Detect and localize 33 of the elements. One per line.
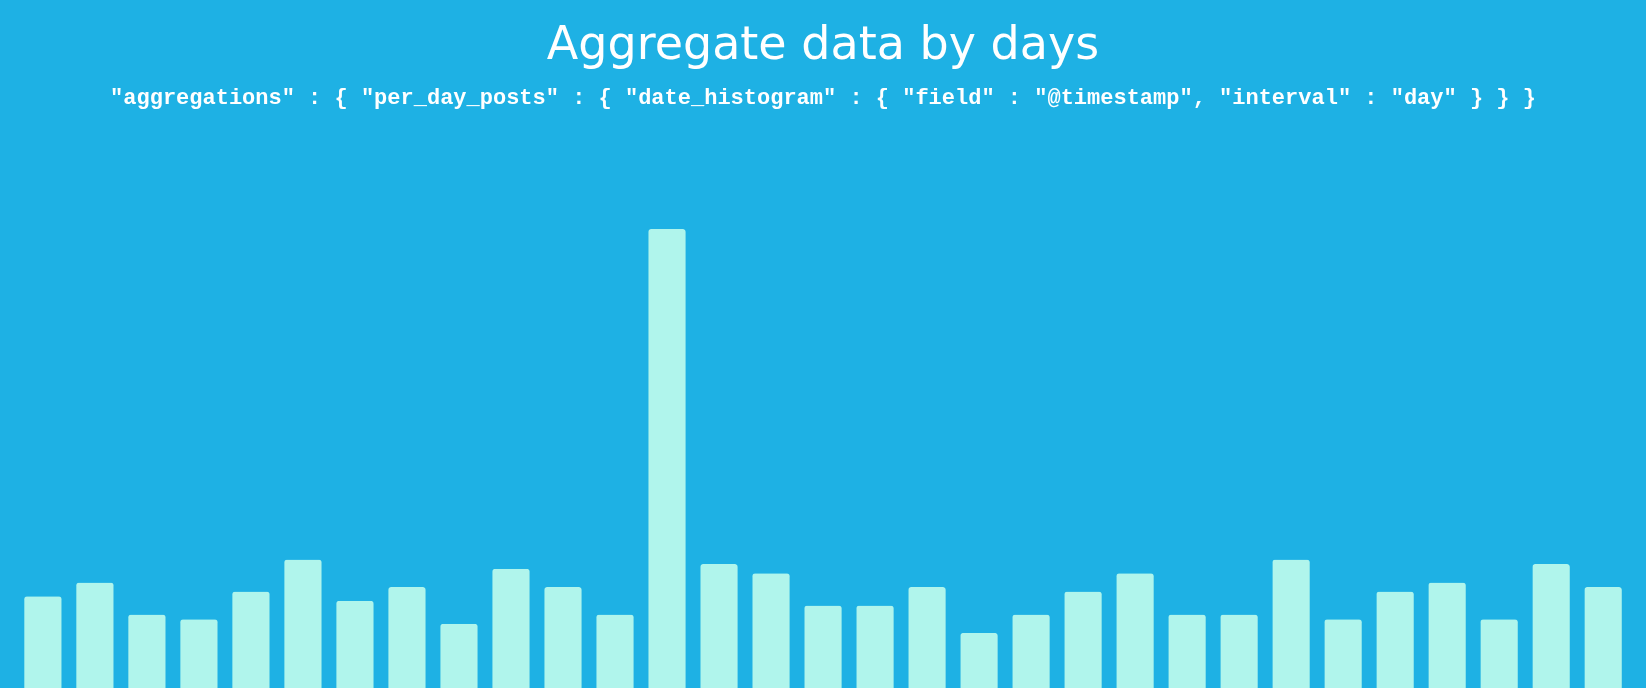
bar bbox=[908, 587, 946, 688]
bar bbox=[180, 619, 218, 688]
bar bbox=[232, 591, 270, 688]
bar bbox=[648, 229, 686, 688]
bar bbox=[336, 600, 374, 688]
bar bbox=[128, 614, 166, 688]
bar bbox=[1532, 564, 1570, 688]
bar bbox=[388, 587, 426, 688]
bar bbox=[960, 632, 998, 688]
bar bbox=[700, 564, 738, 688]
bar bbox=[1012, 614, 1050, 688]
bar bbox=[492, 568, 530, 688]
bar bbox=[1064, 591, 1102, 688]
bar bbox=[856, 605, 894, 688]
bar bbox=[1324, 619, 1362, 688]
chart-subtitle: "aggregations" : { "per_day_posts" : { "date_histogram" : { "field" : "@timestamp", "interval" : "day" } } } bbox=[110, 86, 1536, 111]
bar bbox=[1220, 614, 1258, 688]
bar bbox=[1116, 573, 1154, 688]
chart-title: Aggregate data by days bbox=[546, 16, 1100, 70]
bar bbox=[1480, 619, 1518, 688]
bar bbox=[596, 614, 634, 688]
bar bbox=[440, 623, 478, 688]
bar bbox=[1272, 559, 1310, 688]
bar bbox=[804, 605, 842, 688]
bar bbox=[1168, 614, 1206, 688]
bar bbox=[1376, 591, 1414, 688]
bar bbox=[24, 596, 62, 688]
bar bbox=[76, 582, 114, 688]
bar bbox=[284, 559, 322, 688]
bar bbox=[544, 587, 582, 688]
bar bbox=[752, 573, 790, 688]
bar bbox=[1584, 587, 1622, 688]
bar bbox=[1428, 582, 1466, 688]
